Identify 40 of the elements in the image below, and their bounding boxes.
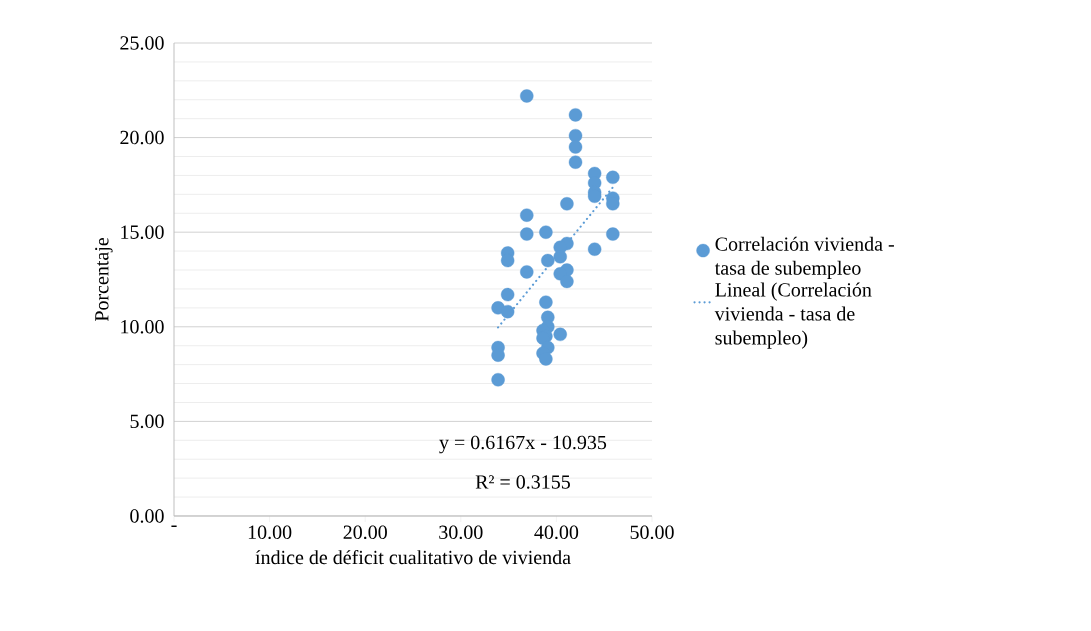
y-tick-label: 25.00: [120, 36, 164, 50]
x-tick-label: 50.00: [630, 525, 674, 540]
point: [606, 170, 620, 185]
y-tick-label: 0.00: [130, 509, 164, 523]
point: [553, 327, 567, 342]
point: [553, 250, 567, 264]
x-tick-label: 20.00: [343, 525, 387, 540]
annotation: R² = 0.3155: [475, 475, 570, 489]
point: [568, 128, 583, 143]
point: [539, 225, 553, 239]
point: [606, 227, 620, 241]
point: [500, 304, 515, 319]
y-tick-label: 15.00: [121, 225, 164, 239]
x-tick-label: 30.00: [439, 525, 483, 540]
legend-label: Lineal (Correlación vivienda - tasa de subempleo): [714, 282, 872, 349]
y-axis-title: Porcentaje: [95, 237, 113, 322]
y-tick-label: 5.00: [130, 414, 164, 429]
point: [560, 197, 574, 211]
y-tick-label: 20.00: [120, 130, 164, 145]
point: [520, 227, 534, 241]
point: [568, 155, 583, 169]
point: [587, 242, 602, 256]
point: [491, 373, 505, 387]
point: [568, 108, 583, 122]
x-tick-label: -: [171, 525, 177, 528]
point: [520, 89, 534, 103]
point: [520, 208, 534, 222]
point: [541, 253, 555, 268]
legend-label: Correlación vivienda - tasa de subempleo: [714, 236, 894, 279]
x-tick-label: 10.00: [248, 525, 292, 540]
point: [539, 352, 553, 366]
point: [500, 287, 515, 302]
x-tick-label: 40.00: [534, 525, 579, 540]
y-tick-label: 10.00: [121, 320, 164, 334]
point: [560, 274, 574, 289]
point: [568, 140, 583, 154]
point: [520, 265, 534, 279]
x-axis-title: índice de déficit cualitativo de vivienda: [255, 549, 571, 565]
point: [539, 295, 553, 309]
annotation: y = 0.6167x - 10.935: [439, 435, 607, 454]
